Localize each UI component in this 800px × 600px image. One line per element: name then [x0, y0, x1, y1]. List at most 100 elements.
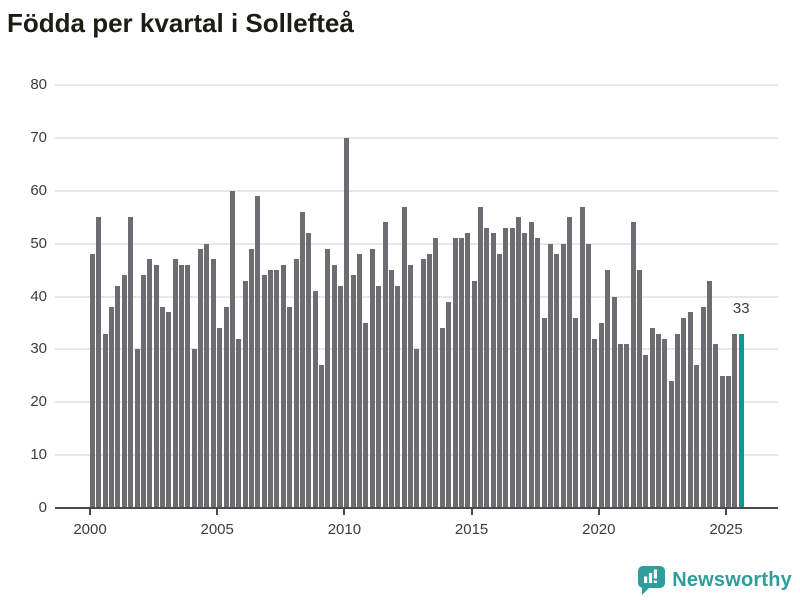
gridline [55, 295, 778, 298]
y-axis-tick-label: 40 [30, 287, 47, 305]
bar [299, 211, 305, 508]
bar [567, 217, 572, 508]
bar [134, 349, 140, 508]
bar [293, 259, 299, 508]
bar [338, 285, 344, 508]
bar [694, 365, 700, 508]
bar [179, 264, 185, 508]
x-axis-tick-label: 2015 [454, 521, 489, 538]
bar [630, 222, 636, 508]
bar [376, 285, 382, 508]
bar [268, 270, 274, 508]
bar [465, 233, 471, 508]
bar [554, 254, 560, 508]
bar [153, 264, 159, 508]
x-axis-tick [725, 508, 727, 515]
newsworthy-logo: Newsworthy [638, 564, 792, 596]
bar [509, 227, 515, 508]
x-axis-tick-label: 2020 [582, 521, 616, 538]
bar [306, 233, 312, 508]
bar [382, 222, 388, 508]
bar [675, 333, 681, 508]
bar [255, 196, 261, 508]
x-axis-tick-label: 2025 [709, 521, 743, 538]
bar [249, 248, 254, 508]
bar [102, 333, 108, 508]
y-axis-tick-label: 50 [30, 234, 47, 252]
bar [223, 307, 229, 508]
bar [420, 259, 426, 508]
x-axis-tick-label: 2000 [73, 521, 107, 538]
gridline [55, 242, 778, 245]
bar [516, 217, 522, 508]
newsworthy-speech-bubble-bar-chart-icon [638, 565, 666, 595]
bar [522, 233, 528, 508]
bar [706, 280, 712, 508]
bar [547, 243, 553, 508]
bar [369, 248, 375, 508]
x-axis-tick [343, 508, 346, 515]
bar [414, 349, 420, 508]
bar [636, 270, 642, 508]
bar [204, 243, 210, 508]
bar [439, 328, 445, 508]
y-axis-tick-label: 70 [30, 128, 47, 146]
y-axis-tick-label: 10 [30, 446, 47, 464]
bar [700, 307, 706, 508]
bar [159, 307, 165, 508]
bar [598, 322, 604, 508]
bar [172, 259, 178, 508]
bar [325, 248, 331, 508]
bar [109, 307, 115, 508]
bar [96, 217, 102, 508]
bar [649, 328, 655, 508]
bar [287, 307, 293, 508]
x-axis-line [55, 507, 778, 509]
bar [586, 243, 592, 508]
bar [484, 227, 490, 508]
bar [350, 275, 356, 508]
x-axis-tick-label: 2005 [200, 521, 234, 538]
bar [681, 317, 687, 508]
bar [713, 344, 719, 508]
bar [458, 238, 464, 508]
bar [592, 338, 598, 508]
gridline [55, 136, 778, 139]
y-axis-tick-label: 30 [30, 340, 47, 358]
bar [573, 317, 579, 508]
bar [210, 259, 216, 508]
bar [242, 280, 248, 508]
bar [90, 254, 95, 508]
bar [579, 206, 585, 508]
gridline [55, 189, 778, 192]
bar [719, 375, 725, 508]
bar [166, 312, 172, 508]
bar [274, 270, 280, 508]
bar [261, 275, 267, 508]
bar [229, 190, 235, 508]
y-axis-tick-label: 60 [30, 181, 47, 199]
bar [643, 354, 649, 508]
bar [344, 137, 350, 508]
bar [128, 217, 134, 508]
bar [236, 338, 242, 508]
gridline [55, 84, 778, 86]
bar [535, 238, 541, 508]
highlight-value-label: 33 [732, 299, 750, 317]
bar [331, 264, 337, 508]
x-axis-tick-label: 2010 [327, 521, 362, 538]
x-axis-tick [470, 508, 473, 515]
bar [185, 264, 191, 508]
bar [503, 227, 509, 508]
bar [605, 270, 611, 508]
bar [668, 381, 674, 508]
bar [318, 365, 324, 508]
bar [198, 248, 204, 508]
bar [726, 375, 731, 508]
bar [191, 349, 197, 508]
bar [147, 259, 153, 508]
y-axis-tick-label: 80 [30, 76, 47, 93]
bar [617, 344, 623, 508]
